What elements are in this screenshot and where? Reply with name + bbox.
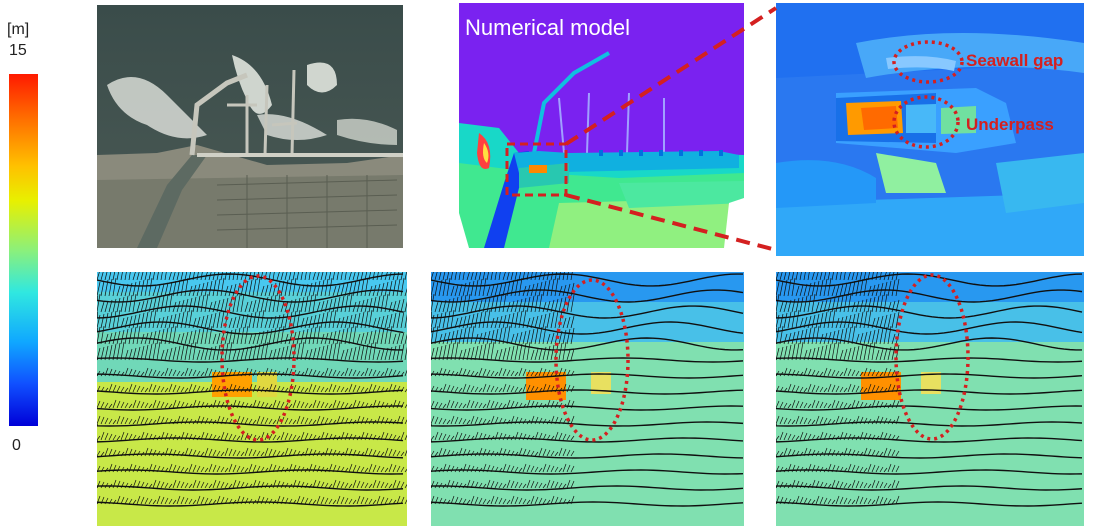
underpass-label: Underpass <box>966 115 1054 134</box>
colorbar-unit: [m] <box>7 21 30 38</box>
colorbar-max-label: 15 <box>9 42 27 59</box>
numerical-model-title: Numerical model <box>465 15 631 40</box>
vector-field-middle-image <box>431 272 744 526</box>
colorbar <box>9 74 38 426</box>
vector-field-panel-middle <box>431 272 744 526</box>
vector-field-left-image <box>97 272 407 526</box>
aerial-photo-image <box>97 5 403 248</box>
numerical-model-panel: Numerical model <box>459 3 744 248</box>
colorbar-min-label: 0 <box>12 437 21 454</box>
vector-field-panel-left <box>97 272 407 526</box>
vector-field-right-image <box>776 272 1084 526</box>
seawall-gap-label: Seawall gap <box>966 51 1064 70</box>
aerial-photo-panel <box>97 5 403 248</box>
vector-field-panel-right <box>776 272 1084 526</box>
